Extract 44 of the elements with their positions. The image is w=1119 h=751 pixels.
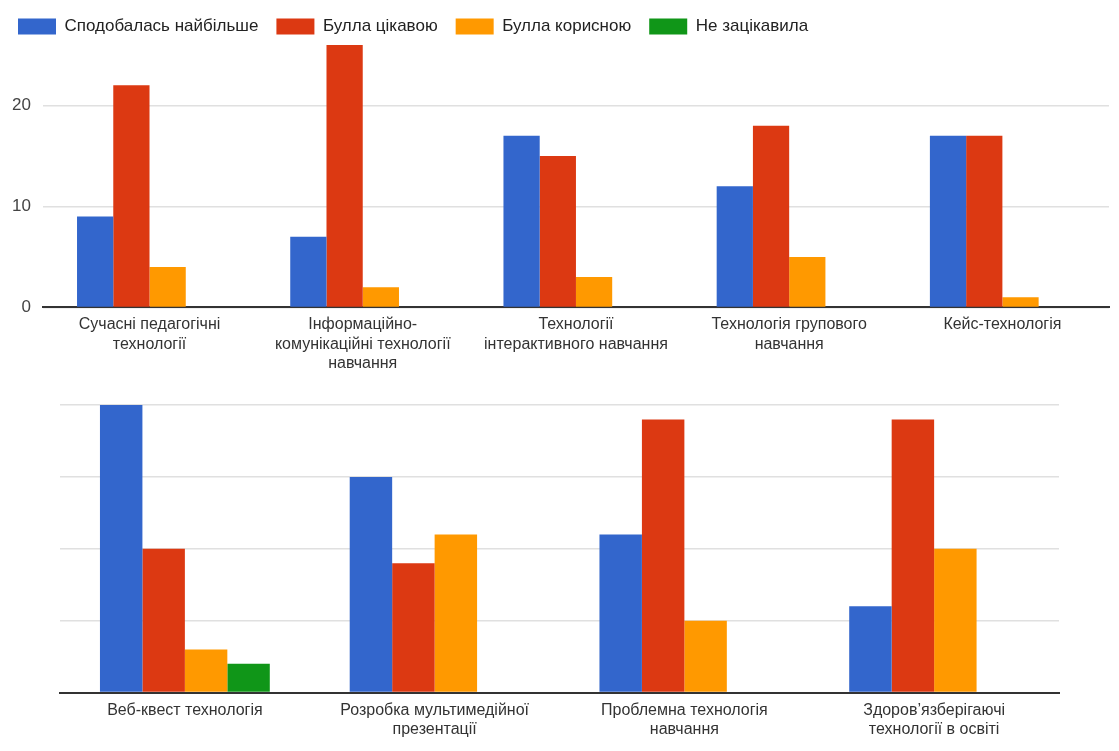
bar: [849, 606, 892, 692]
bar: [641, 419, 685, 692]
y-tick-label: 10: [11, 196, 31, 216]
bar: [966, 135, 1003, 307]
x-tick-label: Сучасні педагогічні технології: [78, 315, 221, 352]
bar: [716, 186, 753, 307]
bar: [326, 45, 363, 307]
bar: [503, 135, 540, 307]
bar: [99, 405, 143, 692]
y-tick-label: 0: [21, 297, 31, 317]
x-tick-label: Інформаційно-комунікаційні технології навчання: [274, 315, 452, 371]
bar: [149, 267, 186, 307]
x-tick-label: Веб-квест технологія: [107, 700, 263, 718]
bar: [77, 216, 114, 307]
legend-label: Булла цікавою: [322, 16, 438, 36]
bar: [227, 663, 270, 692]
bar: [113, 85, 150, 307]
bar: [684, 620, 727, 692]
bar: [891, 419, 935, 692]
x-tick-label: Розробка мультимедійної презентації: [340, 700, 530, 737]
bar: [789, 256, 826, 307]
bar: [362, 287, 399, 307]
x-tick-label: Проблемна технологія навчання: [601, 700, 768, 737]
bar: [434, 534, 478, 692]
y-tick-label: 20: [11, 95, 31, 115]
bar: [184, 649, 228, 692]
bar: [929, 135, 967, 307]
bar: [539, 156, 576, 307]
bar: [934, 548, 977, 692]
legend-label: Булла корисною: [502, 16, 632, 36]
legend-label: Сподобалась найбільше: [64, 16, 259, 36]
bar: [599, 534, 642, 692]
bar: [1002, 297, 1039, 307]
bar: [752, 125, 790, 307]
x-tick-label: Здоров’язберігаючі технології в освіті: [863, 700, 1006, 737]
bar: [349, 476, 393, 692]
bar: [290, 236, 327, 307]
legend-label: Не зацікавила: [695, 16, 809, 36]
x-tick-label: Кейс-технологія: [943, 315, 1062, 333]
x-tick-label: Технологія групового навчання: [711, 315, 867, 352]
bar: [575, 277, 613, 307]
bar: [142, 548, 185, 692]
bar: [392, 563, 435, 692]
x-tick-label: Технології інтерактивного навчання: [484, 315, 668, 352]
